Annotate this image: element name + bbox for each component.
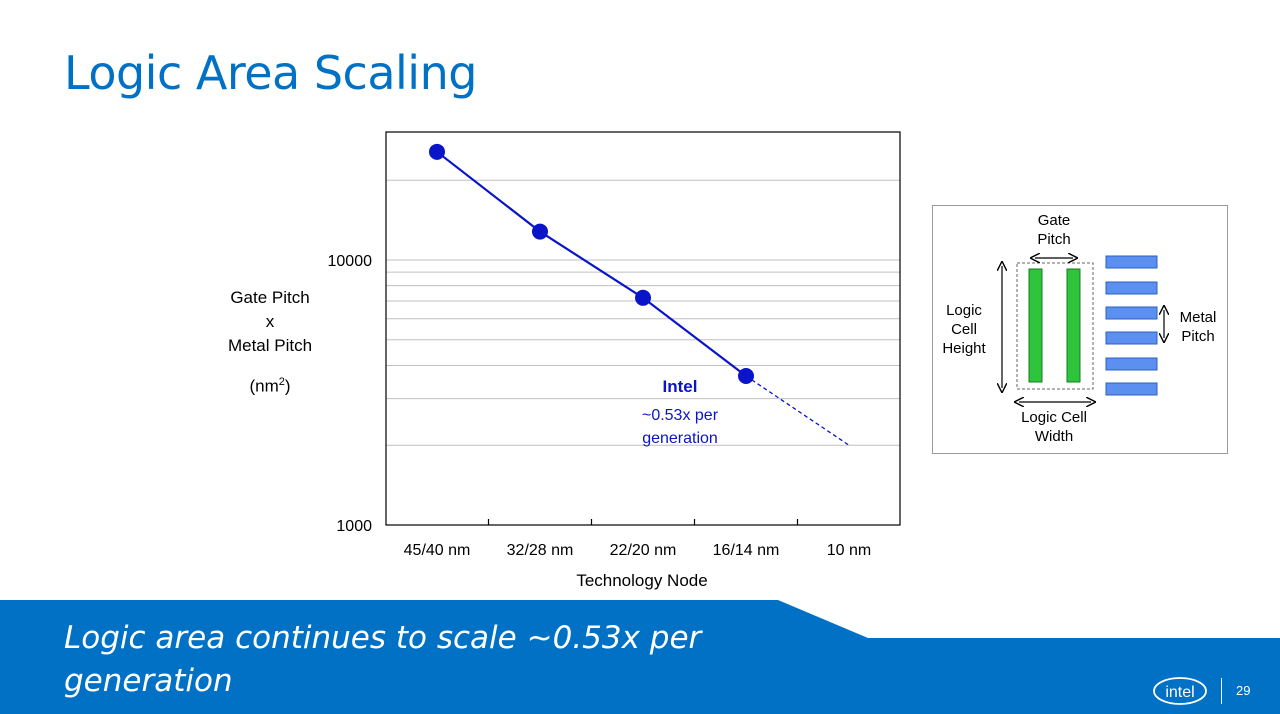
y-axis-title-line1: Gate Pitch xyxy=(230,288,310,307)
annotation-line2: generation xyxy=(642,430,718,447)
series-intel xyxy=(429,143,850,446)
annotation-title: Intel xyxy=(663,377,698,396)
x-tick-label-16-14: 16/14 nm xyxy=(713,542,780,559)
logic-cell-diagram-drawing xyxy=(933,206,1227,453)
slide-title: Logic Area Scaling xyxy=(64,46,477,100)
series-line xyxy=(436,150,747,377)
y-axis-unit: (nm2) xyxy=(249,376,291,396)
svg-text:intel: intel xyxy=(1165,684,1194,701)
chart-gridlines xyxy=(386,179,900,446)
data-point-1 xyxy=(429,143,445,160)
bottom-banner xyxy=(0,600,1280,714)
cell-width-label: Logic Cell Width xyxy=(1021,409,1087,445)
banner-text: Logic area continues to scale ~0.53x per… xyxy=(64,620,702,699)
metal-line-2 xyxy=(1105,281,1158,295)
data-point-3 xyxy=(635,289,651,306)
logic-cell-outline xyxy=(1016,262,1094,390)
x-tick-label-32-28: 32/28 nm xyxy=(507,542,574,559)
page-number: 29 xyxy=(1236,683,1251,698)
projection-line xyxy=(745,375,850,446)
logic-cell-diagram: Gate Pitch Logic Cell Height Metal Pitch Log… xyxy=(932,205,1228,454)
metal-line-1 xyxy=(1105,255,1158,269)
cell-height-label: Logic Cell Height xyxy=(942,302,986,357)
metal-line-6 xyxy=(1105,382,1158,396)
data-point-2 xyxy=(532,223,548,240)
x-ticks xyxy=(487,519,799,525)
gate-pitch-label: Gate Pitch xyxy=(1037,212,1071,248)
annotation-line1: ~0.53x per xyxy=(642,407,719,424)
y-axis-title: Gate Pitch x Metal Pitch (nm2) xyxy=(205,286,335,399)
plot-frame xyxy=(385,131,901,526)
metal-line-3 xyxy=(1105,306,1158,320)
intel-logo: intel xyxy=(1153,677,1207,705)
gate-right xyxy=(1066,268,1081,383)
x-tick-label-22-20: 22/20 nm xyxy=(610,542,677,559)
x-axis-title: Technology Node xyxy=(576,571,707,590)
data-point-4 xyxy=(738,367,754,384)
y-axis-title-line2: x xyxy=(265,312,275,331)
footer-separator xyxy=(1221,678,1222,704)
y-tick-label-1000: 1000 xyxy=(336,518,372,535)
metal-pitch-label: Metal Pitch xyxy=(1179,309,1217,345)
gate-left xyxy=(1028,268,1043,383)
y-axis-title-line3: Metal Pitch xyxy=(227,336,313,355)
x-tick-label-10: 10 nm xyxy=(827,542,871,559)
y-tick-label-10000: 10000 xyxy=(328,253,373,270)
metal-line-4 xyxy=(1105,331,1158,345)
metal-line-5 xyxy=(1105,357,1158,371)
x-tick-label-45-40: 45/40 nm xyxy=(404,542,471,559)
